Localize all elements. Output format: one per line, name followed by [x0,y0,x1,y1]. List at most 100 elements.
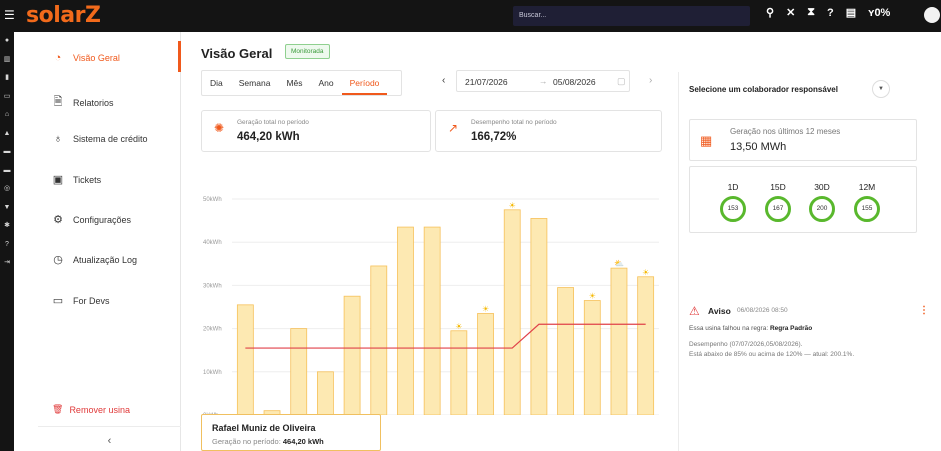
help-icon[interactable]: ? [827,6,834,19]
alert-rule: Essa usina falhou na regra: Regra Padrão [689,325,812,332]
monitor-icon[interactable]: ▭ [3,92,11,100]
card-icon[interactable]: ▬ [3,166,11,174]
globe-icon[interactable]: ◎ [3,185,11,192]
alert-date: 06/08/2026 08:50 [737,307,788,314]
sidebar-item-visao-geral[interactable]: ◔ Visão Geral [52,52,120,64]
filter-icon[interactable]: ▼ [3,203,11,211]
sidebar-item-relatorios[interactable]: 🗎 Relatorios [52,93,114,112]
building-icon[interactable]: ▮ [5,74,9,81]
tab-mes[interactable]: Mês [286,78,303,88]
performance-ring: 200 [809,196,835,222]
grid-icon[interactable]: ▥ [3,55,11,63]
chart-bar [317,371,334,415]
page-title: Visão Geral [201,46,273,61]
user-icon[interactable]: ▲ [3,129,11,137]
document-icon[interactable]: ▤ [845,7,857,19]
status-badge: Monitorada [285,44,330,59]
y-tick-label: 10kWh [203,370,222,376]
chevron-left-icon[interactable]: ‹ [442,75,446,86]
period-tabs: Dia Semana Mês Ano Período [201,70,402,96]
alert-percent: 0% [874,6,891,19]
dashboard-icon[interactable]: ● [4,37,10,44]
tab-periodo[interactable]: Período [341,71,388,95]
sun-icon: ☀ [482,304,489,313]
sidebar-item-atualizacao-log[interactable]: ◷ Atualização Log [52,253,137,266]
performance-12m: 12M 155 [849,182,885,222]
expected-line [245,323,646,349]
chart-bar [637,276,655,415]
hourglass-icon[interactable]: ⧗ [807,6,816,18]
performance-period-label: 1D [727,182,739,192]
sidebar-item-for-devs[interactable]: ▭ For Devs [52,294,110,307]
sun-icon: ☀ [589,292,596,301]
id-card-icon[interactable]: ▬ [3,148,11,155]
chart-bar [503,209,521,415]
performance-period-label: 15D [770,182,786,192]
history-icon: ◷ [53,254,63,266]
alert-description-detail: Está abaixo de 85% ou acima de 120% — at… [689,351,855,358]
performance-ring: 153 [720,196,746,222]
chevron-down-icon: ▼ [878,86,884,92]
arrow-right-icon: → [539,76,548,86]
tab-dia[interactable]: Dia [210,78,223,88]
bulb-icon: ♁ [53,133,63,145]
collapse-sidebar-button[interactable]: ‹ [38,426,181,447]
home-icon[interactable]: ⌂ [4,111,10,118]
alert-badge[interactable]: ʏ0% [868,7,890,19]
search-icon[interactable]: ⚲ [766,7,775,19]
main-content: Visão Geral Monitorada Dia Semana Mês An… [182,32,941,451]
kpi-generation-card: ✺ Geração total no período 464,20 kWh [201,110,431,152]
report-icon: 🗎 [53,96,63,108]
collaborator-dropdown-button[interactable]: ▼ [872,80,890,98]
more-vertical-icon[interactable]: ⋮ [919,305,929,316]
date-range-field[interactable]: 21/07/2026 → 05/08/2026 ▢ [456,70,630,92]
tooltip-line: Geração no período: 464,20 kWh [212,437,324,446]
generation-chart: 0kWh10kWh20kWh30kWh40kWh50kWh☀☀☀☀⛅☀21/07… [203,197,659,415]
top-bar: ☰ solarZ Buscar... ⚲ ✕ ⧗ ? ▤ ʏ0% [0,0,941,32]
alert-title: Aviso [708,306,731,316]
performance-15d: 15D 167 [760,182,796,222]
trend-up-icon: ↗ [448,121,459,135]
active-nav-indicator [178,41,181,72]
chevron-right-icon[interactable]: › [649,75,653,86]
chart-bar [370,265,388,415]
remove-plant-button[interactable]: 🗑 Remover usina [52,404,130,415]
alert-description: Desempenho (07/07/2026,05/08/2026). [689,341,803,348]
performance-period-label: 12M [858,182,876,192]
sidebar-item-configuracoes[interactable]: ⚙ Configurações [52,213,131,226]
sidebar-item-label: Visão Geral [73,53,120,63]
app-logo[interactable]: solarZ [26,3,101,28]
cloud-sun-icon: ⛅ [614,259,624,268]
trash-icon: 🗑 [52,404,64,414]
logout-icon[interactable]: ⇥ [4,259,10,266]
y-tick-label: 40kWh [203,240,222,246]
solar-panel-icon: ▦ [700,133,713,148]
gear-icon: ⚙ [53,214,63,226]
y-tick-label: 20kWh [203,327,222,333]
chart-bar [610,267,628,415]
sidebar-item-sistema-credito[interactable]: ♁ Sistema de crédito [52,133,148,145]
help-icon[interactable]: ? [5,240,9,248]
performance-period-label: 30D [814,182,830,192]
sidebar-item-label: Atualização Log [73,254,138,265]
avatar[interactable] [924,7,940,23]
alert-icon: ʏ [868,6,875,19]
chart-tooltip: Rafael Muniz de Oliveira Geração no perí… [201,414,381,451]
tab-semana[interactable]: Semana [238,78,271,88]
sidebar-item-label: Relatorios [73,97,114,108]
sidebar-item-tickets[interactable]: ▣ Tickets [52,173,101,186]
plug-off-icon[interactable]: ✕ [786,7,796,19]
hamburger-icon[interactable]: ☰ [4,8,15,22]
settings-icon[interactable]: ✱ [4,222,10,229]
chart-bar [423,226,441,415]
calendar-icon[interactable]: ▢ [617,76,626,86]
kpi-generation-label: Geração total no período [237,119,309,126]
warning-icon: ⚠ [689,304,700,318]
performance-30d: 30D 200 [804,182,840,222]
search-input[interactable]: Buscar... [513,6,750,26]
y-tick-label: 30kWh [203,283,222,289]
kpi-generation-value: 464,20 kWh [237,131,300,143]
sidebar: ◔ Visão Geral 🗎 Relatorios ♁ Sistema de … [38,32,181,451]
kpi-performance-label: Desempenho total no período [471,119,557,126]
tab-ano[interactable]: Ano [318,78,334,88]
